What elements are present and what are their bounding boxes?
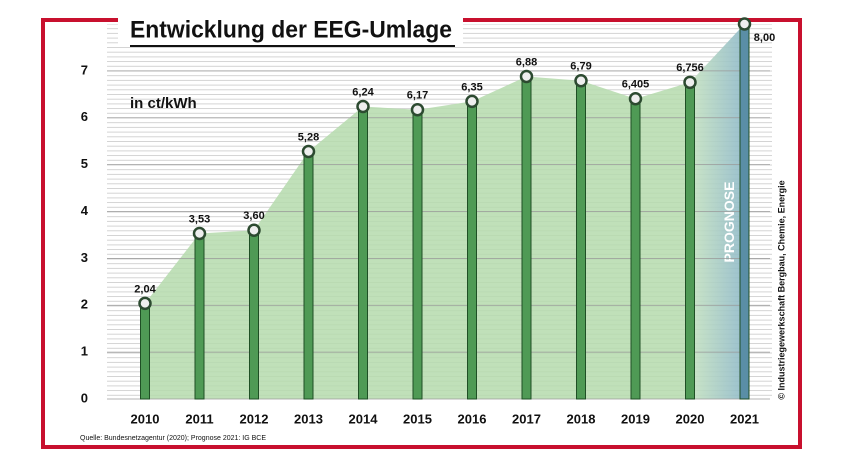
bar [412, 109, 423, 400]
y-tick-label: 0 [81, 390, 88, 405]
x-tick-label: 2018 [567, 411, 596, 426]
bar [358, 106, 368, 400]
value-label: 6,756 [676, 62, 704, 74]
bar-marker [301, 144, 316, 159]
bar-marker [574, 73, 588, 88]
chart-title: Entwicklung der EEG-Umlage [130, 16, 452, 43]
x-tick-label: 2014 [349, 411, 379, 426]
x-tick-label: 2010 [131, 411, 160, 426]
bar [303, 151, 314, 400]
x-tick-label: 2019 [621, 411, 650, 426]
value-label: 3,53 [189, 213, 210, 225]
x-tick-label: 2021 [730, 411, 759, 426]
bar [685, 81, 695, 400]
bar-marker [683, 75, 697, 90]
value-label: 6,24 [352, 86, 374, 98]
title-background [118, 10, 463, 46]
bar [140, 302, 150, 400]
bar-marker [410, 103, 425, 117]
bar [576, 80, 586, 400]
bar [521, 76, 532, 400]
source-note: Quelle: Bundesnetzagentur (2020); Progno… [80, 435, 266, 442]
value-label: 6,35 [461, 81, 482, 93]
y-tick-label: 2 [81, 297, 88, 312]
y-tick-label: 7 [81, 62, 88, 77]
value-label: 6,79 [570, 61, 591, 73]
bar-marker [192, 226, 207, 241]
bar [194, 233, 205, 400]
bar [467, 100, 477, 400]
y-tick-label: 4 [81, 203, 89, 218]
value-label: 6,88 [516, 56, 537, 68]
bar-marker [737, 17, 752, 31]
value-label: 3,60 [243, 210, 264, 222]
bar [249, 229, 259, 400]
bar-marker [519, 69, 534, 84]
value-label: 6,405 [622, 79, 650, 91]
value-label: 6,17 [407, 90, 428, 102]
bar [630, 98, 641, 400]
bar-marker [356, 99, 370, 114]
x-tick-label: 2017 [512, 411, 541, 426]
x-tick-label: 2020 [676, 411, 705, 426]
bar-marker [247, 223, 261, 237]
bar-marker [628, 92, 643, 106]
bar-marker [465, 94, 479, 109]
x-tick-label: 2015 [403, 411, 432, 426]
y-tick-label: 1 [81, 344, 88, 359]
credit: © Industriegewerkschaft Bergbau, Chemie,… [776, 180, 786, 399]
plot: PROGNOSE 0 1 2 3 4 5 6 7 2010 2,04 2011 3,53 2012 3,60… [81, 17, 775, 426]
value-label: 5,28 [298, 131, 319, 143]
unit-label: in ct/kWh [130, 95, 197, 112]
x-tick-label: 2016 [458, 411, 487, 426]
bar-marker [138, 296, 152, 311]
x-tick-label: 2013 [294, 411, 323, 426]
value-label: 2,04 [134, 283, 156, 295]
y-tick-label: 6 [81, 109, 88, 124]
y-tick-label: 3 [81, 250, 88, 265]
y-tick-label: 5 [81, 156, 88, 171]
x-tick-label: 2011 [185, 411, 213, 426]
forecast-label: PROGNOSE [721, 182, 737, 263]
x-tick-label: 2012 [240, 411, 269, 426]
bar [739, 23, 750, 400]
value-label: 8,00 [754, 32, 775, 44]
